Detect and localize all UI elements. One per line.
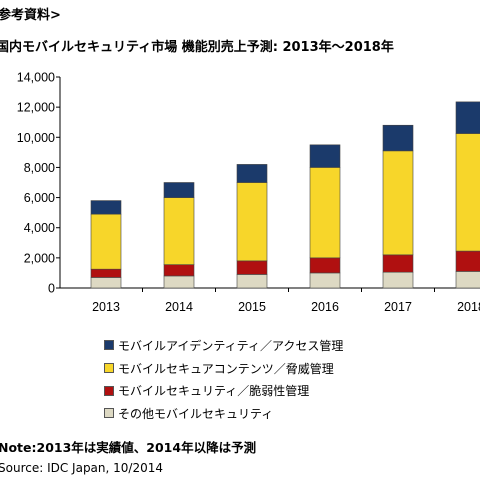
bar-segment <box>236 260 268 275</box>
y-tick-label: 2,000 <box>24 251 55 265</box>
bar-segment <box>382 124 414 152</box>
bar-segment <box>236 164 268 183</box>
legend-label: モバイルセキュアコンテンツ／脅威管理 <box>118 361 334 376</box>
bar-segment <box>309 272 341 289</box>
legend-swatch <box>104 385 114 396</box>
y-tick-label: 4,000 <box>24 221 55 235</box>
legend-item: モバイルセキュリティ／脆弱性管理 <box>104 379 343 402</box>
bar-segment <box>309 144 341 168</box>
y-tick-label: 6,000 <box>24 191 55 205</box>
bar-segment <box>90 268 122 278</box>
bar-segment <box>236 274 268 289</box>
y-tick-label: 0 <box>48 282 55 296</box>
x-tick-label: 2014 <box>165 300 193 314</box>
legend-label: モバイルセキュリティ／脆弱性管理 <box>118 384 310 399</box>
legend-label: モバイルアイデンティティ／アクセス管理 <box>118 338 344 353</box>
y-tick-label: 10,000 <box>17 131 55 145</box>
bar-segment <box>455 250 480 272</box>
legend-label: その他モバイルセキュリティ <box>118 406 274 421</box>
y-tick-label: 14,000 <box>17 71 55 85</box>
x-tick-label: 2013 <box>92 300 120 314</box>
legend-swatch <box>104 408 114 419</box>
bar-segment <box>382 254 414 273</box>
legend-item: モバイルアイデンティティ／アクセス管理 <box>104 334 343 357</box>
x-tick-label: 2017 <box>384 300 412 314</box>
x-tick-label: 2016 <box>311 300 339 314</box>
bar-segment <box>382 150 414 256</box>
legend-swatch <box>104 340 114 351</box>
bar-segment <box>236 182 268 262</box>
legend-item: モバイルセキュアコンテンツ／脅威管理 <box>104 357 343 380</box>
bar-segment <box>163 182 195 198</box>
source-credit: Source: IDC Japan, 10/2014 <box>0 461 163 475</box>
bar-segment <box>455 271 480 289</box>
bar-segment <box>90 277 122 289</box>
bar-segment <box>90 200 122 215</box>
bar-segment <box>163 275 195 289</box>
bar-segment <box>455 101 480 134</box>
x-tick-label: 2018 <box>457 300 480 314</box>
bar-segment <box>309 167 341 259</box>
x-tick-label: 2015 <box>238 300 266 314</box>
legend-item: その他モバイルセキュリティ <box>104 402 343 425</box>
y-tick-label: 12,000 <box>17 101 55 115</box>
chart-legend: モバイルアイデンティティ／アクセス管理 モバイルセキュアコンテンツ／脅威管理 モバイ… <box>104 334 343 425</box>
footnote: Note:2013年は実績値、2014年以降は予測 <box>0 440 257 455</box>
bar-segment <box>90 213 122 270</box>
y-tick-label: 8,000 <box>24 161 55 175</box>
bar-segment <box>309 257 341 274</box>
bar-segment <box>455 133 480 252</box>
legend-swatch <box>104 363 114 374</box>
bar-segment <box>382 271 414 289</box>
reference-heading: 参考資料> <box>0 8 61 23</box>
chart-title: 国内モバイルセキュリティ市場 機能別売上予測: 2013年～2018年 <box>0 40 394 55</box>
bar-segment <box>163 264 195 277</box>
bar-segment <box>163 197 195 265</box>
